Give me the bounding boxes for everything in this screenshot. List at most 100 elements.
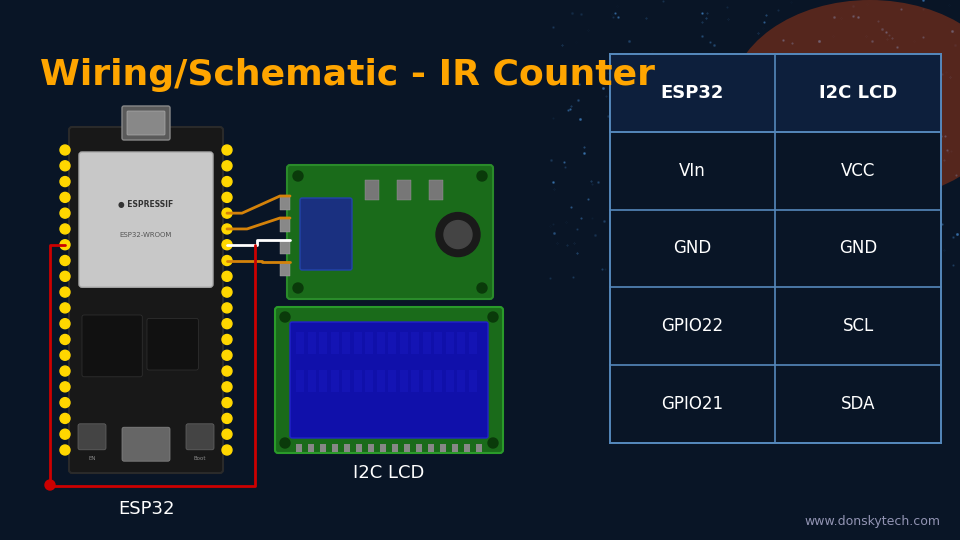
FancyBboxPatch shape [78, 424, 106, 450]
Bar [434, 370, 442, 392]
Circle shape [222, 334, 232, 345]
Bar [422, 332, 430, 354]
Circle shape [222, 350, 232, 360]
Circle shape [222, 303, 232, 313]
Bar [353, 370, 362, 392]
Circle shape [60, 429, 70, 439]
Circle shape [488, 438, 498, 448]
Bar [307, 332, 316, 354]
Circle shape [222, 145, 232, 155]
Text: EN: EN [88, 456, 96, 461]
Circle shape [222, 366, 232, 376]
Bar [296, 332, 304, 354]
Bar [452, 444, 458, 452]
Circle shape [280, 438, 290, 448]
Bar [280, 240, 290, 254]
Circle shape [488, 312, 498, 322]
Circle shape [222, 397, 232, 408]
FancyBboxPatch shape [147, 319, 199, 370]
Bar [399, 370, 407, 392]
FancyBboxPatch shape [82, 315, 142, 377]
Bar [411, 332, 419, 354]
Circle shape [477, 283, 487, 293]
Circle shape [60, 397, 70, 408]
Bar [429, 180, 443, 200]
Circle shape [222, 429, 232, 439]
Bar [380, 444, 386, 452]
Circle shape [293, 283, 303, 293]
Bar [365, 332, 373, 354]
Text: GPIO21: GPIO21 [661, 395, 724, 413]
Bar [434, 332, 442, 354]
Text: I2C LCD: I2C LCD [819, 84, 898, 102]
Circle shape [60, 445, 70, 455]
Bar [428, 444, 434, 452]
Circle shape [60, 240, 70, 249]
Bar [422, 370, 430, 392]
Circle shape [222, 287, 232, 297]
Circle shape [60, 224, 70, 234]
Bar [308, 444, 314, 452]
Circle shape [222, 177, 232, 187]
Bar [376, 370, 385, 392]
Text: ESP32-WROOM: ESP32-WROOM [120, 232, 172, 238]
Bar [411, 370, 419, 392]
Circle shape [60, 192, 70, 202]
Bar [320, 444, 326, 452]
Bar [344, 444, 350, 452]
Bar [330, 370, 339, 392]
Circle shape [222, 224, 232, 234]
Bar [457, 332, 465, 354]
Text: GPIO22: GPIO22 [661, 317, 724, 335]
FancyBboxPatch shape [79, 152, 213, 287]
FancyBboxPatch shape [122, 427, 170, 461]
Circle shape [222, 445, 232, 455]
Bar [319, 332, 327, 354]
Bar [468, 370, 476, 392]
Bar [610, 54, 941, 443]
Bar [610, 54, 941, 132]
Circle shape [60, 382, 70, 392]
Bar [399, 332, 407, 354]
Bar [353, 332, 362, 354]
Bar [342, 332, 350, 354]
Circle shape [60, 161, 70, 171]
Circle shape [222, 255, 232, 266]
Circle shape [60, 319, 70, 329]
Bar [280, 196, 290, 210]
Bar [307, 370, 316, 392]
Circle shape [222, 161, 232, 171]
Circle shape [222, 382, 232, 392]
Bar [440, 444, 446, 452]
Bar [296, 370, 304, 392]
Bar [319, 370, 327, 392]
FancyBboxPatch shape [300, 198, 352, 270]
Ellipse shape [730, 0, 960, 200]
Text: www.donskytech.com: www.donskytech.com [804, 515, 940, 528]
Text: SCL: SCL [842, 317, 874, 335]
Bar [416, 444, 422, 452]
Circle shape [60, 414, 70, 423]
Circle shape [60, 255, 70, 266]
Bar [445, 332, 453, 354]
FancyBboxPatch shape [69, 127, 223, 473]
Bar [376, 332, 385, 354]
Text: I2C LCD: I2C LCD [353, 464, 424, 482]
Circle shape [60, 350, 70, 360]
Bar [397, 180, 411, 200]
FancyBboxPatch shape [127, 111, 165, 135]
Bar [332, 444, 338, 452]
Text: ESP32: ESP32 [660, 84, 724, 102]
Circle shape [60, 287, 70, 297]
Bar [468, 332, 476, 354]
Bar [365, 180, 379, 200]
Bar [464, 444, 470, 452]
Bar [445, 370, 453, 392]
FancyBboxPatch shape [186, 424, 214, 450]
Circle shape [444, 220, 472, 248]
Circle shape [60, 303, 70, 313]
Circle shape [60, 271, 70, 281]
Bar [280, 218, 290, 232]
Bar [330, 332, 339, 354]
Bar [296, 444, 302, 452]
